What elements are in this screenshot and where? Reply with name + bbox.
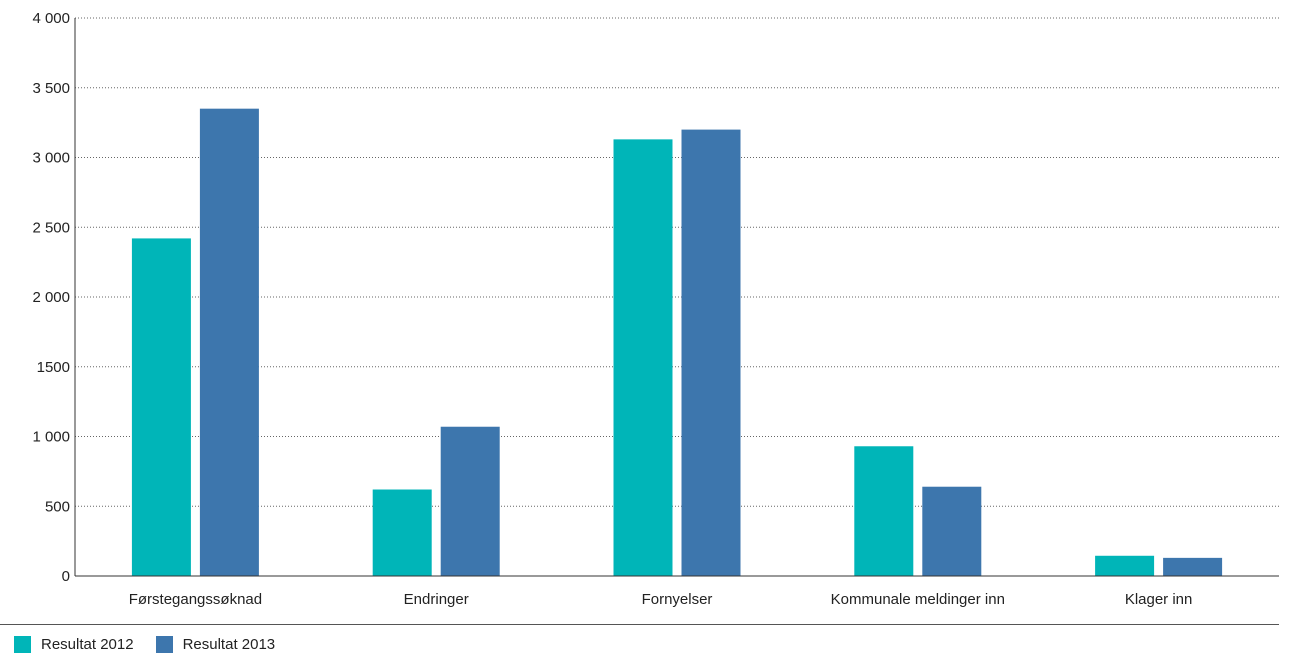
y-tick-label: 1 000 — [32, 429, 70, 446]
bar-2012 — [1095, 555, 1155, 576]
legend-item-2012: Resultat 2012 — [14, 635, 134, 653]
bar-2013 — [922, 486, 982, 576]
legend-item-2013: Resultat 2013 — [155, 635, 276, 653]
legend-divider — [0, 624, 1279, 625]
bar-2012 — [613, 139, 673, 577]
bar-2013 — [681, 129, 741, 576]
bar-2013 — [1163, 557, 1223, 576]
x-axis-labels: Førstegangssøknad Endringer Fornyelser Komm… — [129, 591, 1193, 608]
y-tick-label: 500 — [45, 498, 70, 515]
x-category-label: Førstegangssøknad — [129, 591, 262, 608]
bar-2012 — [854, 446, 914, 576]
x-category-label: Kommunale meldinger inn — [831, 591, 1005, 608]
bar-2013 — [440, 426, 500, 576]
bar-2012 — [372, 489, 432, 576]
y-axis-ticks: 0 500 1 000 1500 2 000 2 500 3 000 3 500 4 000 — [32, 10, 70, 585]
legend-swatch-2013 — [155, 635, 173, 653]
x-category-label: Endringer — [404, 591, 469, 608]
y-tick-label: 4 000 — [32, 10, 70, 27]
bar-2013 — [199, 108, 259, 577]
y-tick-label: 2 500 — [32, 219, 70, 236]
x-category-label: Klager inn — [1125, 591, 1193, 608]
y-tick-label: 0 — [62, 568, 70, 585]
bar-2012 — [131, 238, 191, 576]
x-category-label: Fornyelser — [642, 591, 713, 608]
bar-chart: 0 500 1 000 1500 2 000 2 500 3 000 3 500 4 000 F… — [32, 10, 1279, 608]
y-tick-label: 2 000 — [32, 289, 70, 306]
bars — [131, 108, 1223, 577]
y-tick-label: 3 000 — [32, 150, 70, 167]
y-tick-label: 3 500 — [32, 80, 70, 97]
legend-label-2012: Resultat 2012 — [41, 635, 134, 653]
legend-label-2013: Resultat 2013 — [182, 635, 276, 653]
legend-swatch-2012 — [14, 635, 31, 653]
legend: Resultat 2012 Resultat 2013 — [14, 635, 297, 653]
y-tick-label: 1500 — [37, 359, 70, 376]
